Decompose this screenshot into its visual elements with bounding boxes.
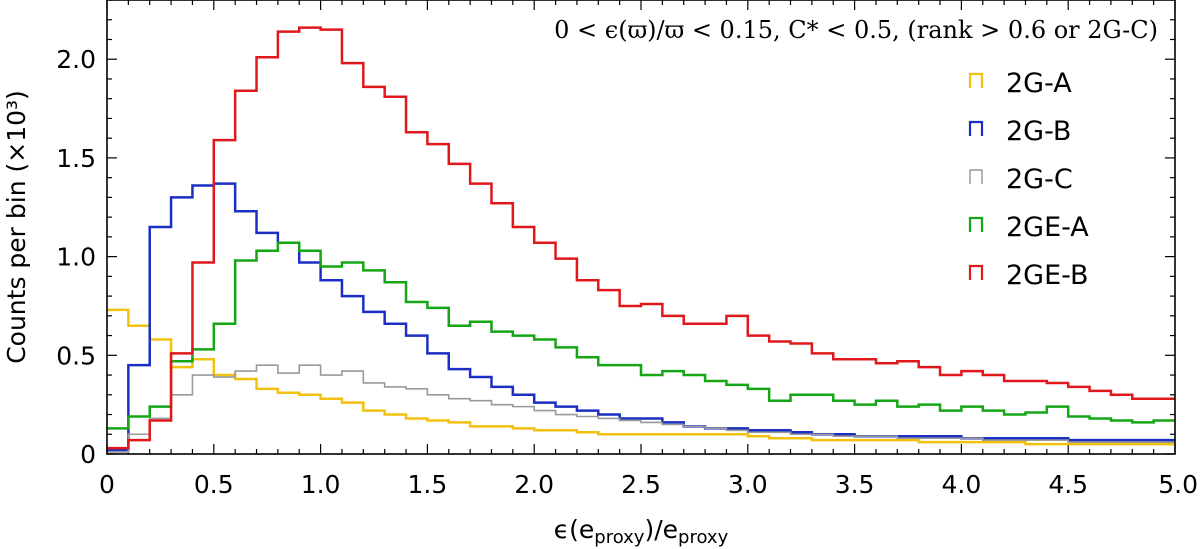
series-2ge-a-line — [107, 241, 1175, 430]
x-tick-labels: 0 0.5 1.0 1.5 2.0 2.5 3.0 3.5 4.0 4.5 5.0 — [99, 470, 1198, 499]
legend-label-2g-c: 2G-C — [1006, 164, 1073, 195]
legend-swatch-2ge-b — [968, 264, 984, 280]
x-axis-label: ϵ(eproxy)/eproxy — [554, 515, 729, 548]
legend-swatch-2ge-a — [968, 216, 984, 232]
y-tick-label: 1.0 — [56, 243, 96, 272]
x-tick-label: 1.0 — [301, 470, 341, 499]
x-tick-label: 2.0 — [514, 470, 554, 499]
x-tick-label: 0.5 — [194, 470, 234, 499]
legend-label-2g-a: 2G-A — [1006, 68, 1072, 99]
legend-swatch-2g-c — [969, 169, 983, 184]
series-2g-a-line — [107, 308, 1175, 446]
y-tick-labels: 0 0.5 1.0 1.5 2.0 — [56, 45, 96, 469]
series-2g-c-line — [107, 364, 1175, 453]
legend-swatch-2g-a — [968, 72, 984, 88]
x-tick-label: 0 — [99, 470, 115, 499]
x-tick-label: 3.5 — [835, 470, 875, 499]
legend: 2G-A 2G-B 2G-C 2GE-A 2GE-B — [968, 68, 1089, 291]
x-tick-label: 1.5 — [408, 470, 448, 499]
series-lines — [107, 26, 1175, 453]
x-tick-label: 2.5 — [621, 470, 661, 499]
legend-label-2ge-b: 2GE-B — [1006, 260, 1088, 291]
plot-frame — [106, 0, 1176, 455]
y-tick-label: 2.0 — [56, 45, 96, 74]
legend-label-2g-b: 2G-B — [1006, 116, 1071, 147]
y-axis-label: Counts per bin (×10³) — [2, 90, 31, 364]
legend-label-2ge-a: 2GE-A — [1006, 212, 1089, 243]
x-tick-label: 5.0 — [1158, 470, 1198, 499]
x-tick-label: 4.5 — [1048, 470, 1088, 499]
y-tick-label: 0.5 — [56, 341, 96, 370]
chart-annotation: 0 < ϵ(ϖ)/ϖ < 0.15, C* < 0.5, (rank > 0.6… — [554, 16, 1158, 44]
y-tick-label: 1.5 — [56, 144, 96, 173]
x-tick-label: 3.0 — [728, 470, 768, 499]
y-tick-label: 0 — [80, 440, 96, 469]
series-2g-b-line — [107, 182, 1175, 452]
x-tick-label: 4.0 — [942, 470, 982, 499]
legend-swatch-2g-b — [968, 120, 984, 136]
series-2ge-b-line — [107, 26, 1175, 450]
